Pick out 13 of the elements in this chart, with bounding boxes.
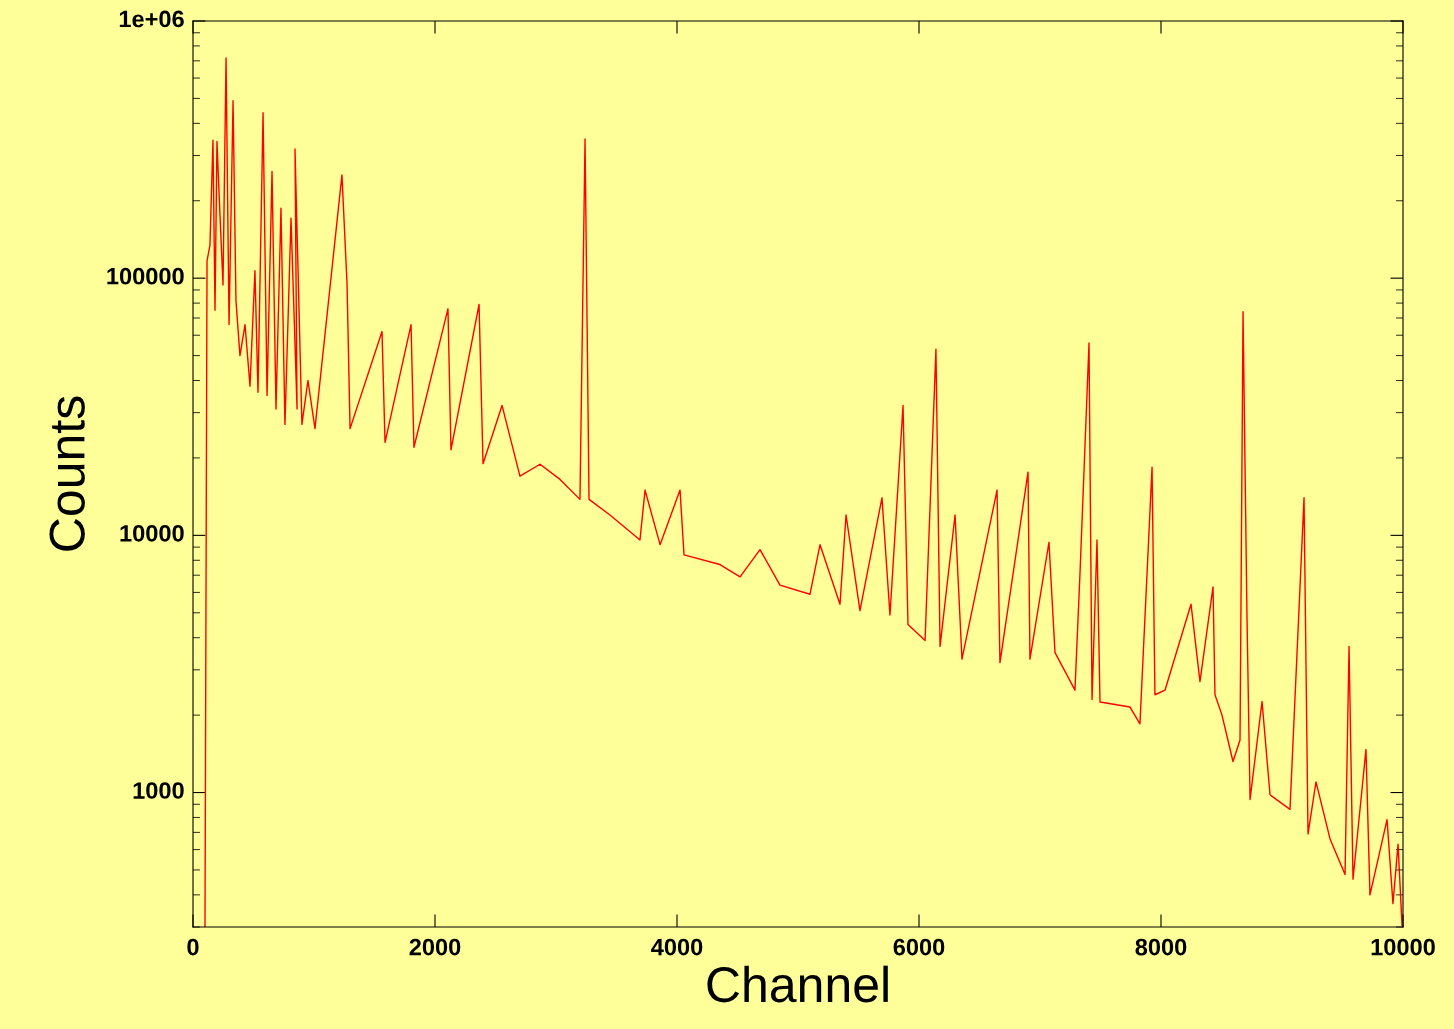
- line-series: [204, 57, 1403, 927]
- x-tick-label: 6000: [893, 938, 945, 956]
- y-tick-label: 100000: [107, 267, 184, 285]
- x-tick-label: 8000: [1135, 938, 1187, 956]
- y-tick-label: 1e+06: [119, 10, 184, 28]
- y-tick-label: 1000: [133, 782, 184, 799]
- y-tick-label: 10000: [120, 524, 184, 542]
- y-axis-title: Counts: [49, 396, 85, 551]
- x-tick-label: 4000: [651, 938, 703, 956]
- x-tick-label: 2000: [409, 938, 461, 956]
- x-tick-label: 0: [187, 938, 199, 956]
- x-tick-label: 10000: [1371, 938, 1435, 956]
- x-axis-title: Channel: [707, 965, 888, 1003]
